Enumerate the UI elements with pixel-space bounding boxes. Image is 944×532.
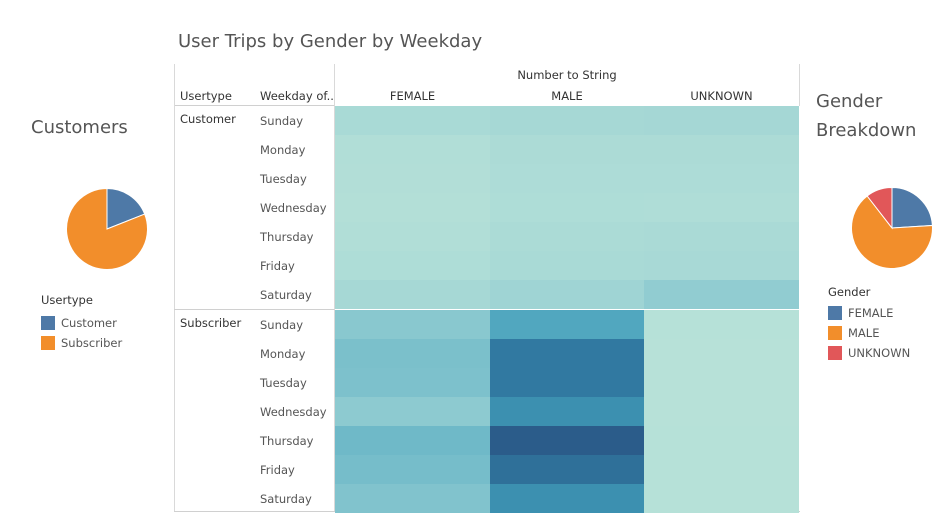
- legend-swatch-female: [828, 305, 842, 320]
- row-label-subscriber-saturday: Saturday: [260, 492, 312, 506]
- heatmap-cell-customer-monday-male[interactable]: [490, 135, 644, 164]
- heatmap-cell-subscriber-saturday-female[interactable]: [335, 484, 490, 513]
- row-label-customer-monday: Monday: [260, 143, 306, 157]
- row-label-customer-tuesday: Tuesday: [260, 172, 307, 186]
- heatmap-cell-customer-tuesday-male[interactable]: [490, 164, 644, 193]
- heatmap-cell-customer-saturday-female[interactable]: [335, 280, 490, 309]
- legend-label-subscriber: Subscriber: [61, 336, 123, 350]
- heatmap-cell-subscriber-monday-unknown[interactable]: [644, 339, 799, 368]
- heatmap-cell-customer-tuesday-female[interactable]: [335, 164, 490, 193]
- heatmap-cell-subscriber-tuesday-male[interactable]: [490, 368, 644, 397]
- gender-legend: Gender FEMALE MALE UNKNOWN: [828, 285, 910, 363]
- heatmap-cell-customer-sunday-male[interactable]: [490, 106, 644, 135]
- heatmap-cell-customer-monday-female[interactable]: [335, 135, 490, 164]
- legend-swatch-subscriber: [41, 335, 55, 350]
- heatmap-cell-subscriber-tuesday-unknown[interactable]: [644, 368, 799, 397]
- row-label-subscriber-tuesday: Tuesday: [260, 376, 307, 390]
- heatmap-cell-subscriber-friday-male[interactable]: [490, 455, 644, 484]
- row-label-customer-friday: Friday: [260, 259, 295, 273]
- legend-item-male[interactable]: MALE: [828, 323, 910, 343]
- column-header-female: FEMALE: [389, 89, 436, 103]
- heatmap-cell-subscriber-thursday-unknown[interactable]: [644, 426, 799, 455]
- heatmap-cell-customer-sunday-female[interactable]: [335, 106, 490, 135]
- heatmap-cell-subscriber-monday-male[interactable]: [490, 339, 644, 368]
- heatmap-cell-customer-thursday-male[interactable]: [490, 222, 644, 251]
- legend-item-female[interactable]: FEMALE: [828, 303, 910, 323]
- heatmap-cell-customer-saturday-male[interactable]: [490, 280, 644, 309]
- legend-item-subscriber[interactable]: Subscriber: [41, 333, 122, 353]
- gender-pie-slice-unknown[interactable]: [866, 187, 893, 230]
- heatmap-cell-subscriber-wednesday-unknown[interactable]: [644, 397, 799, 426]
- gender-pie-slice-female[interactable]: [891, 187, 933, 229]
- gender-pie-chart[interactable]: [851, 187, 933, 269]
- legend-label-unknown: UNKNOWN: [848, 346, 911, 360]
- column-group-header: Number to String: [517, 68, 617, 82]
- gender-pie-slice-male[interactable]: [851, 195, 933, 269]
- gender-pie-title-line2: Breakdown: [816, 120, 917, 141]
- gender-pie-title-line1: Gender: [816, 91, 883, 112]
- customers-pie-slice-subscriber[interactable]: [66, 188, 148, 270]
- chart-title: User Trips by Gender by Weekday: [178, 31, 483, 52]
- heatmap-cell-subscriber-saturday-unknown[interactable]: [644, 484, 799, 513]
- heatmap-cell-customer-wednesday-male[interactable]: [490, 193, 644, 222]
- heatmap-cell-subscriber-sunday-unknown[interactable]: [644, 310, 799, 339]
- heatmap-cell-customer-thursday-female[interactable]: [335, 222, 490, 251]
- heatmap-cell-customer-saturday-unknown[interactable]: [644, 280, 799, 309]
- column-header-male: MALE: [551, 89, 583, 103]
- heatmap-cell-customer-thursday-unknown[interactable]: [644, 222, 799, 251]
- heatmap-cell-customer-wednesday-female[interactable]: [335, 193, 490, 222]
- usertype-legend: Usertype Customer Subscriber: [41, 293, 122, 353]
- row-label-customer-saturday: Saturday: [260, 288, 312, 302]
- heatmap-cell-customer-wednesday-unknown[interactable]: [644, 193, 799, 222]
- heatmap-cell-subscriber-wednesday-male[interactable]: [490, 397, 644, 426]
- row-header-weekday[interactable]: Weekday of..: [260, 89, 334, 103]
- row-header-usertype: Usertype: [180, 89, 232, 103]
- row-label-customer-sunday: Sunday: [260, 114, 304, 128]
- heatmap-cell-customer-friday-male[interactable]: [490, 251, 644, 280]
- row-group-label-customer: Customer: [180, 112, 236, 126]
- heatmap-cell-customer-sunday-unknown[interactable]: [644, 106, 799, 135]
- legend-item-unknown[interactable]: UNKNOWN: [828, 343, 910, 363]
- legend-item-customer[interactable]: Customer: [41, 313, 122, 333]
- gender-legend-title: Gender: [828, 285, 871, 299]
- usertype-legend-title: Usertype: [41, 293, 93, 307]
- row-label-customer-wednesday: Wednesday: [260, 201, 327, 215]
- heatmap-cell-subscriber-monday-female[interactable]: [335, 339, 490, 368]
- row-label-subscriber-sunday: Sunday: [260, 318, 304, 332]
- row-label-customer-thursday: Thursday: [260, 230, 314, 244]
- heatmap-cell-subscriber-saturday-male[interactable]: [490, 484, 644, 513]
- customers-pie-slice-customer[interactable]: [106, 188, 146, 230]
- heatmap-cell-customer-friday-female[interactable]: [335, 251, 490, 280]
- heatmap-cell-subscriber-thursday-male[interactable]: [490, 426, 644, 455]
- heatmap-cell-subscriber-friday-unknown[interactable]: [644, 455, 799, 484]
- heatmap-cell-subscriber-sunday-male[interactable]: [490, 310, 644, 339]
- heatmap-cell-subscriber-thursday-female[interactable]: [335, 426, 490, 455]
- gender-pie-title: Gender Breakdown: [816, 87, 916, 145]
- heatmap-cell-subscriber-friday-female[interactable]: [335, 455, 490, 484]
- legend-label-male: MALE: [848, 326, 880, 340]
- customers-pie-chart[interactable]: [66, 188, 148, 270]
- row-label-subscriber-friday: Friday: [260, 463, 295, 477]
- legend-swatch-customer: [41, 315, 55, 330]
- legend-swatch-male: [828, 325, 842, 340]
- customers-pie-title: Customers: [31, 117, 128, 138]
- heatmap-cell-customer-friday-unknown[interactable]: [644, 251, 799, 280]
- row-group-label-subscriber: Subscriber: [180, 316, 242, 330]
- column-header-unknown: UNKNOWN: [690, 89, 753, 103]
- row-label-subscriber-thursday: Thursday: [260, 434, 314, 448]
- legend-label-customer: Customer: [61, 316, 117, 330]
- legend-label-female: FEMALE: [848, 306, 894, 320]
- heatmap-cell-customer-monday-unknown[interactable]: [644, 135, 799, 164]
- heatmap-cell-customer-tuesday-unknown[interactable]: [644, 164, 799, 193]
- heatmap-cell-subscriber-wednesday-female[interactable]: [335, 397, 490, 426]
- heatmap-cell-subscriber-tuesday-female[interactable]: [335, 368, 490, 397]
- row-label-subscriber-monday: Monday: [260, 347, 306, 361]
- heatmap-cell-subscriber-sunday-female[interactable]: [335, 310, 490, 339]
- row-label-subscriber-wednesday: Wednesday: [260, 405, 327, 419]
- legend-swatch-unknown: [828, 345, 842, 360]
